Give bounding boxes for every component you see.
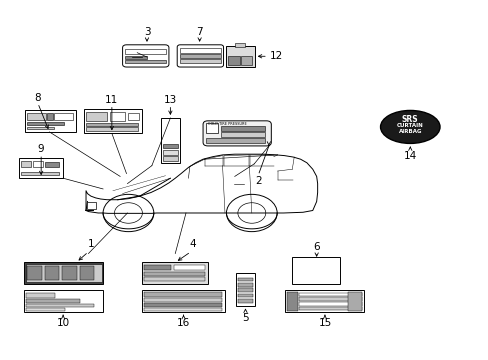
Bar	[347, 292, 361, 311]
Bar	[238, 278, 252, 281]
Bar	[238, 288, 252, 292]
Bar	[162, 144, 178, 148]
Bar	[299, 307, 361, 310]
Bar	[144, 277, 204, 281]
Bar	[62, 266, 77, 280]
Text: 5: 5	[242, 313, 248, 323]
Bar	[27, 113, 45, 121]
FancyBboxPatch shape	[177, 45, 223, 67]
Bar	[26, 293, 55, 298]
Bar	[238, 294, 252, 297]
Bar	[144, 292, 222, 297]
Text: CURTAIN: CURTAIN	[396, 123, 423, 128]
Bar	[179, 48, 221, 53]
Text: AIRBAG: AIRBAG	[398, 129, 421, 134]
Bar	[241, 56, 251, 65]
Bar	[44, 266, 59, 280]
Bar	[173, 265, 204, 270]
Bar	[24, 291, 103, 312]
Bar	[220, 132, 265, 137]
Bar	[144, 303, 222, 307]
Bar	[226, 45, 254, 67]
Bar	[125, 49, 166, 54]
Bar	[238, 299, 252, 303]
Bar	[205, 138, 265, 143]
Bar	[80, 266, 94, 280]
Bar	[160, 118, 180, 163]
Text: 13: 13	[163, 95, 177, 105]
Bar	[238, 283, 252, 287]
Text: 3: 3	[143, 27, 150, 37]
Bar	[24, 262, 103, 284]
Bar	[21, 161, 31, 167]
Bar	[19, 158, 63, 178]
Text: 11: 11	[105, 95, 118, 105]
Text: 2: 2	[254, 176, 261, 186]
Bar	[27, 122, 63, 126]
Bar	[27, 266, 41, 280]
Bar	[144, 308, 222, 311]
Bar	[33, 161, 42, 167]
Text: 4: 4	[189, 239, 196, 249]
Text: SRS: SRS	[401, 114, 418, 123]
Text: 8: 8	[34, 93, 41, 103]
Bar	[144, 265, 170, 270]
Text: 14: 14	[403, 150, 416, 161]
Text: 15: 15	[318, 318, 331, 328]
Text: 16: 16	[177, 318, 190, 328]
Bar	[26, 304, 94, 307]
Bar	[128, 113, 139, 120]
Bar	[54, 113, 73, 121]
Bar	[125, 60, 166, 63]
Text: 1: 1	[87, 239, 94, 249]
Text: 12: 12	[269, 51, 283, 61]
Text: 10: 10	[57, 318, 69, 328]
Bar	[110, 112, 125, 121]
Bar	[179, 54, 221, 58]
Bar	[25, 264, 102, 282]
Text: COLD TIRE PRESSURE: COLD TIRE PRESSURE	[207, 122, 246, 126]
Bar	[25, 110, 76, 132]
Bar	[21, 172, 59, 175]
Bar	[292, 257, 339, 284]
Bar	[83, 109, 142, 134]
Bar	[220, 126, 265, 131]
Text: 9: 9	[38, 144, 44, 154]
Ellipse shape	[380, 111, 439, 143]
Bar	[144, 298, 222, 302]
Bar	[27, 127, 54, 130]
FancyBboxPatch shape	[122, 45, 168, 67]
Text: 7: 7	[196, 27, 203, 37]
Bar	[235, 43, 244, 47]
Bar	[236, 273, 254, 306]
Bar	[228, 56, 240, 65]
Bar	[47, 113, 53, 121]
Bar	[85, 127, 138, 131]
Bar	[85, 112, 107, 121]
Bar	[85, 123, 138, 126]
Bar	[26, 299, 80, 303]
Bar	[125, 55, 147, 59]
Bar	[286, 292, 297, 311]
Bar	[142, 262, 207, 284]
Bar	[299, 302, 361, 306]
Bar	[285, 290, 364, 312]
Bar	[162, 150, 178, 155]
Bar	[44, 162, 59, 167]
Bar	[87, 202, 96, 209]
Bar	[142, 290, 224, 312]
Bar	[179, 59, 221, 63]
FancyBboxPatch shape	[203, 121, 271, 146]
Bar	[144, 272, 204, 276]
Bar	[162, 156, 178, 161]
Bar	[26, 309, 65, 311]
Bar	[299, 297, 361, 301]
Bar	[205, 123, 218, 134]
Bar	[299, 293, 361, 296]
Text: 6: 6	[313, 242, 319, 252]
